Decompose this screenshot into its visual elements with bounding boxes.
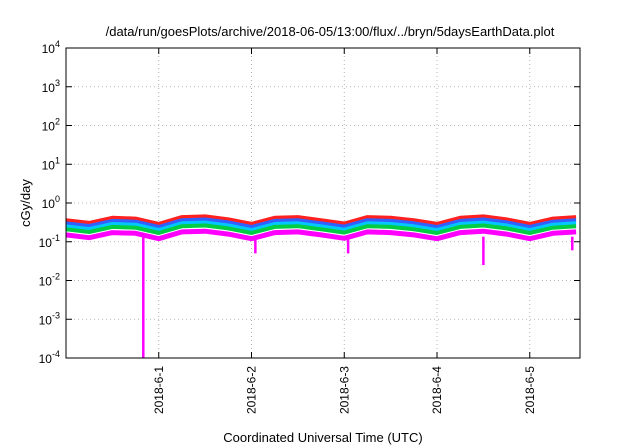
- series-line: [65, 220, 577, 233]
- y-tick-base: 10: [39, 236, 53, 250]
- y-tick-label: 103: [42, 78, 60, 95]
- y-tick-label: 10-4: [39, 349, 60, 366]
- y-tick-label: 100: [42, 194, 60, 211]
- plot-frame: [65, 47, 581, 359]
- y-axis-label: cGy/day: [18, 179, 33, 227]
- y-tick-exponent: 4: [55, 39, 60, 49]
- x-tick-label: 2018-6-1: [152, 366, 166, 414]
- y-tick-base: 10: [39, 275, 53, 289]
- ticks: [66, 47, 580, 359]
- x-tick-label: 2018-6-2: [245, 366, 259, 414]
- y-tick-label: 104: [42, 39, 60, 56]
- y-tick-base: 10: [42, 81, 56, 95]
- y-tick-label: 102: [42, 117, 60, 134]
- series-line: [65, 217, 577, 229]
- y-tick-exponent: 0: [55, 194, 60, 204]
- grid: [66, 48, 580, 358]
- y-tick-base: 10: [42, 158, 56, 172]
- y-tick-label: 10-2: [39, 272, 60, 289]
- y-tick-exponent: 1: [55, 155, 60, 165]
- y-tick-base: 10: [42, 42, 56, 56]
- y-tick-exponent: 3: [55, 78, 60, 88]
- y-tick-exponent: -2: [52, 272, 60, 282]
- series-line: [65, 214, 577, 226]
- series-line: [65, 223, 577, 235]
- chart-title: /data/run/goesPlots/archive/2018-06-05/1…: [106, 24, 555, 39]
- y-tick-label: 101: [42, 155, 60, 172]
- series-line: [65, 228, 577, 242]
- x-tick-label: 2018-6-3: [337, 366, 351, 414]
- x-axis-label: Coordinated Universal Time (UTC): [223, 430, 422, 445]
- y-tick-exponent: -4: [52, 349, 60, 359]
- x-tick-label: 2018-6-5: [523, 366, 537, 414]
- x-tick-label: 2018-6-4: [430, 366, 444, 414]
- y-tick-exponent: 2: [55, 117, 60, 127]
- y-tick-label: 10-1: [39, 233, 60, 250]
- y-tick-base: 10: [42, 120, 56, 134]
- y-tick-base: 10: [39, 352, 53, 366]
- y-tick-base: 10: [42, 197, 56, 211]
- x-tick-labels: 2018-6-1 2018-6-2 2018-6-3 2018-6-4 2018-6-5: [152, 366, 537, 414]
- y-tick-exponent: -3: [52, 310, 60, 320]
- y-tick-exponent: -1: [52, 233, 60, 243]
- y-tick-base: 10: [39, 313, 53, 327]
- y-tick-label: 10-3: [39, 310, 60, 327]
- series-group: [65, 214, 577, 358]
